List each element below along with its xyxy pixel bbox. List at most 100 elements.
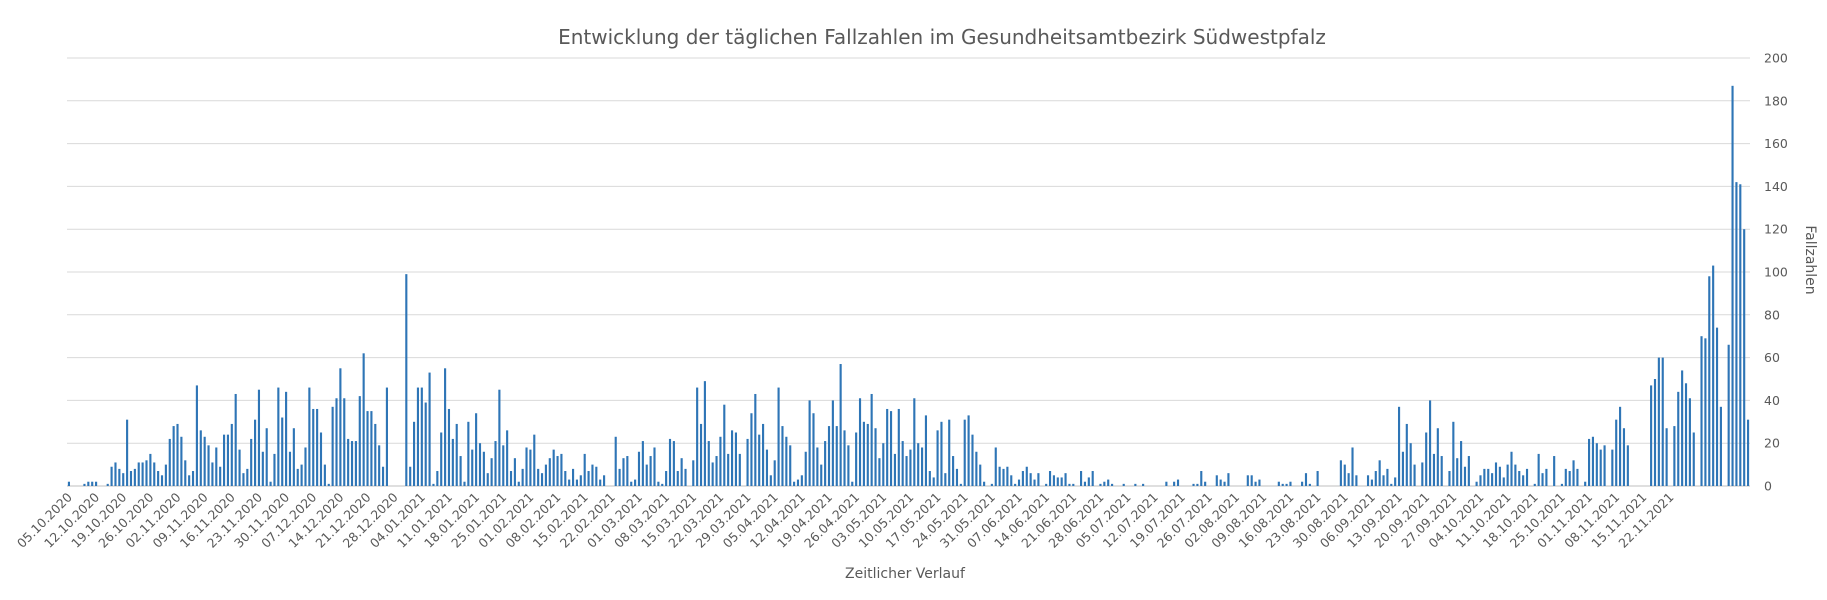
bar (451, 438, 454, 486)
bar (940, 421, 943, 486)
bar (1111, 483, 1114, 486)
bar (762, 423, 765, 486)
bar (1370, 479, 1373, 486)
bar (447, 408, 451, 486)
bar (1677, 391, 1680, 486)
bar (517, 481, 520, 486)
bar (893, 453, 896, 486)
bar (921, 447, 924, 486)
bar (552, 449, 555, 486)
bar (1052, 475, 1055, 486)
bar (1510, 451, 1513, 486)
bar (1603, 445, 1606, 486)
bar (831, 400, 834, 486)
bar (750, 413, 753, 486)
bar (110, 466, 113, 486)
bar (1010, 475, 1013, 486)
bar (754, 393, 757, 486)
bar (851, 481, 854, 486)
bar (603, 475, 606, 486)
bar (816, 447, 819, 486)
bar (168, 438, 171, 486)
bar (707, 441, 710, 486)
bar (1719, 406, 1722, 486)
bar (870, 393, 873, 486)
bar (203, 436, 206, 486)
bar (1688, 398, 1691, 486)
bar (471, 449, 474, 486)
bar (1522, 475, 1525, 486)
bar (211, 462, 214, 486)
bar (226, 434, 229, 486)
bar (378, 445, 381, 486)
bar (936, 430, 939, 486)
bar (734, 432, 737, 486)
bar (191, 471, 195, 486)
bar (381, 466, 385, 486)
bar (959, 483, 962, 486)
bar (781, 426, 784, 486)
bar (1037, 473, 1040, 486)
bar (1219, 479, 1222, 486)
bar (796, 479, 800, 486)
bar (1017, 479, 1021, 486)
bar (634, 479, 637, 486)
bar (924, 415, 928, 486)
bar (618, 468, 621, 486)
bar (1514, 464, 1517, 486)
bar (343, 398, 346, 486)
bar (428, 372, 431, 486)
bar (1083, 481, 1087, 486)
bar (195, 385, 198, 486)
bar (1378, 460, 1381, 486)
bar (1277, 481, 1280, 486)
bar (335, 398, 338, 486)
bar (839, 364, 842, 486)
bar (1021, 471, 1024, 486)
bar (1072, 483, 1075, 486)
bar (215, 447, 218, 486)
bar (1339, 460, 1342, 486)
bar (1176, 479, 1180, 486)
bar (1591, 436, 1595, 486)
bar (1665, 428, 1668, 486)
bar (409, 466, 412, 486)
bar (789, 445, 792, 486)
bar (521, 468, 524, 486)
bar (95, 481, 98, 486)
bar (668, 438, 672, 486)
bar (1553, 456, 1556, 486)
bar (556, 456, 559, 486)
bar (91, 481, 94, 486)
bar (793, 481, 796, 486)
bar (548, 458, 551, 486)
bar (308, 387, 311, 486)
bar (126, 419, 129, 486)
bar (1064, 473, 1067, 486)
bar (1491, 473, 1494, 486)
bar (1743, 229, 1746, 486)
y-tick-label: 20 (1764, 436, 1780, 451)
bar (932, 477, 935, 486)
bar (928, 471, 931, 486)
y-tick-label: 60 (1764, 350, 1780, 365)
bar (998, 466, 1001, 486)
bar (1650, 385, 1653, 486)
bar (188, 475, 191, 486)
bar (661, 483, 664, 486)
bar (529, 449, 532, 486)
bar (637, 451, 641, 486)
bar (114, 462, 117, 486)
bar (649, 456, 652, 486)
bar (591, 464, 594, 486)
bar (1107, 479, 1110, 486)
bar (1099, 483, 1102, 486)
bar (533, 434, 536, 486)
y-tick-label: 180 (1764, 93, 1788, 108)
bar (1467, 456, 1470, 486)
bar (1731, 85, 1734, 486)
bar (1432, 453, 1436, 486)
bar (1316, 471, 1319, 486)
bar (913, 398, 916, 486)
bar (1715, 327, 1719, 486)
